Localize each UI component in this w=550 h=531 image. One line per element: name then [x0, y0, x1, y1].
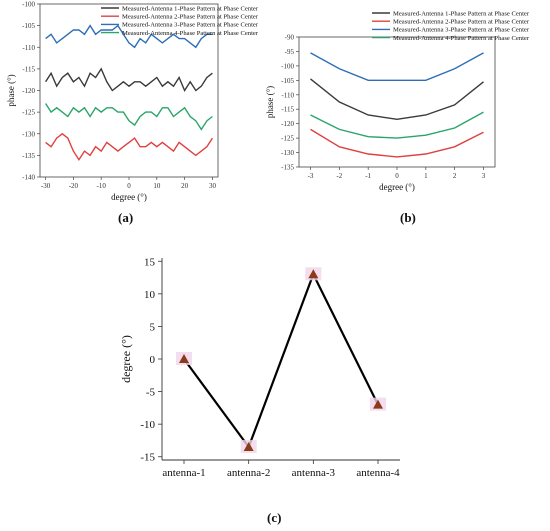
legend-label-1: Measured-Antenna 1-Phase Pattern at Phas…	[122, 5, 259, 12]
y-tick-label: -135	[281, 164, 294, 172]
legend-label-2: Measured-Antenna 2-Phase Pattern at Phas…	[122, 14, 259, 21]
data-point-antenna-1	[179, 354, 189, 363]
x-tick-label: -30	[41, 182, 51, 190]
y-tick-label: -130	[281, 149, 294, 157]
y-tick-label: -110	[22, 44, 35, 52]
panel-label-b: (b)	[400, 210, 416, 225]
legend-label-3: Measured-Antenna 3-Phase Pattern at Phas…	[393, 27, 530, 34]
legend-label-3: Measured-Antenna 3-Phase Pattern at Phas…	[122, 22, 259, 29]
y-axis-label: phase (°)	[265, 86, 275, 118]
x-tick-label-antenna-1: antenna-1	[162, 467, 205, 479]
y-tick-label: -120	[22, 87, 35, 95]
y-tick-label: -95	[285, 48, 295, 56]
y-tick-label: -115	[281, 106, 294, 114]
x-tick-label: -10	[97, 182, 107, 190]
series-line-3	[310, 52, 484, 82]
chart-b: -3 -2 -1 0 1 2 3 -90 -95 -100 -105 -110 -115 -120 -125…	[265, 10, 530, 192]
y-tick-label: 15	[144, 256, 156, 268]
data-point-antenna-2	[243, 441, 254, 451]
x-tick-label: -1	[365, 172, 371, 180]
y-tick-label: -100	[22, 1, 35, 9]
x-tick-label: 0	[395, 172, 399, 180]
y-tick-label: -5	[146, 387, 156, 399]
panel-label-c: (c)	[267, 510, 282, 525]
chart-c: 15 10 5 0 -5 -10 -15 antenna-1 antenna-2 antenna-…	[119, 256, 400, 479]
y-tick-label: -140	[22, 174, 35, 182]
y-tick-label: -110	[281, 91, 294, 99]
x-tick-label-antenna-2: antenna-2	[227, 467, 270, 479]
legend-label-2: Measured-Antenna 2-Phase Pattern at Phas…	[393, 19, 530, 26]
series-line-4	[310, 111, 484, 139]
series-line-2	[45, 132, 213, 161]
y-axis-label: degree (°)	[119, 335, 133, 383]
y-tick-label: 0	[150, 354, 156, 366]
series-line-1	[45, 67, 213, 92]
x-tick-label: 3	[482, 172, 486, 180]
x-axis-label: degree (°)	[379, 182, 415, 192]
x-tick-label-antenna-3: antenna-3	[292, 467, 336, 479]
series-line-2	[310, 128, 484, 158]
x-tick-label: 20	[181, 182, 189, 190]
x-tick-label: 10	[153, 182, 161, 190]
x-tick-label: 2	[453, 172, 457, 180]
data-line	[183, 271, 379, 450]
x-tick-label: -2	[336, 172, 342, 180]
y-tick-label: -125	[22, 109, 35, 117]
x-tick-label: 0	[127, 182, 131, 190]
y-tick-label: -130	[22, 130, 35, 138]
y-tick-label: -115	[22, 65, 35, 73]
y-tick-label: -120	[281, 120, 294, 128]
chart-a: -30 -20 -10 0 10 20 30-100-105-110-115-120-125…	[6, 1, 259, 203]
y-tick-label: -105	[22, 22, 35, 30]
y-tick-label: -90	[285, 34, 295, 42]
y-tick-label: 5	[150, 321, 156, 333]
y-tick-label: -105	[281, 77, 294, 85]
y-tick-label: 10	[144, 289, 156, 301]
x-tick-label: 30	[209, 182, 217, 190]
series-line-1	[310, 78, 484, 121]
y-tick-label: -100	[281, 62, 294, 70]
y-tick-label: -15	[140, 452, 155, 464]
legend-label-4: Measured-Antenna 4-Phase Pattern at Phas…	[393, 35, 530, 42]
data-point-antenna-4	[373, 399, 383, 409]
y-tick-label: -135	[22, 152, 35, 160]
x-tick-label: 1	[424, 172, 428, 180]
panel-label-a: (a)	[118, 210, 134, 225]
y-tick-label: -10	[140, 419, 155, 431]
y-tick-label: -125	[281, 135, 294, 143]
plot-frame	[298, 36, 496, 168]
x-tick-label: -20	[69, 182, 79, 190]
x-tick-label-antenna-4: antenna-4	[356, 467, 400, 479]
series-line-4	[45, 103, 213, 131]
series-line-3	[45, 24, 213, 49]
x-axis-label: degree (°)	[111, 192, 147, 202]
x-tick-label: -3	[308, 172, 314, 180]
legend-label-1: Measured-Antenna 1-Phase Pattern at Phas…	[393, 10, 530, 17]
y-axis-label: phase (°)	[6, 74, 16, 106]
data-point-antenna-3	[308, 269, 319, 279]
legend-label-4: Measured-Antenna 4-Phase Pattern at Phas…	[122, 30, 259, 37]
